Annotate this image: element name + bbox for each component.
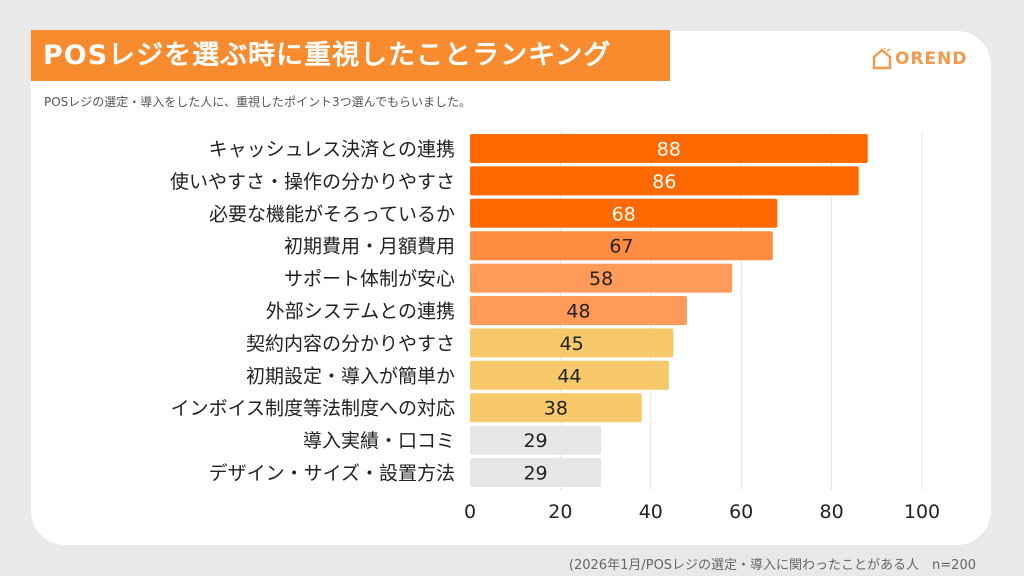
chart-title: POSレジを選ぶ時に重視したことランキング <box>31 30 670 81</box>
data-label: 48 <box>566 301 590 323</box>
category-label: 契約内容の分かりやすさ <box>246 333 455 355</box>
data-label: 38 <box>544 398 568 420</box>
data-label: 67 <box>609 236 633 258</box>
data-label: 68 <box>612 203 636 225</box>
bar <box>470 296 687 325</box>
category-label: インボイス制度等法制度への対応 <box>171 398 455 420</box>
bar <box>470 360 669 390</box>
category-label: 必要な機能がそろっているか <box>209 203 455 225</box>
bar <box>470 134 868 163</box>
x-tick-label: 60 <box>729 501 753 523</box>
x-tick-label: 20 <box>548 501 572 523</box>
logo-text: OREND <box>895 49 968 69</box>
category-label: 使いやすさ・操作の分かりやすさ <box>170 171 455 193</box>
x-tick-label: 100 <box>904 501 940 523</box>
data-label: 29 <box>523 430 547 452</box>
footnote: (2026年1月/POSレジの選定・導入に関わったことがある人 n=200 <box>568 558 976 573</box>
category-label: 外部システムとの連携 <box>266 301 455 323</box>
category-label: デザイン・サイズ・設置方法 <box>209 463 455 485</box>
category-label: 初期費用・月額費用 <box>284 236 455 258</box>
data-label: 29 <box>523 463 547 485</box>
bar <box>470 231 773 261</box>
data-label: 88 <box>657 139 681 161</box>
bar <box>470 198 778 228</box>
bar <box>470 328 674 358</box>
category-label: サポート体制が安心 <box>284 268 455 290</box>
x-tick-label: 0 <box>464 501 476 523</box>
category-label: 初期設定・導入が簡単か <box>246 365 455 387</box>
data-label: 86 <box>652 171 676 193</box>
data-label: 58 <box>589 268 613 290</box>
data-label: 45 <box>560 333 584 355</box>
bar <box>470 393 642 423</box>
bar <box>470 425 602 455</box>
category-label: 導入実績・口コミ <box>303 430 455 452</box>
x-tick-label: 40 <box>639 501 663 523</box>
category-label: キャッシュレス決済との連携 <box>209 139 455 161</box>
x-tick-label: 80 <box>820 501 844 523</box>
chart-subtitle: POSレジの選定・導入をした人に、重視したポイント3つ選んでもらいました。 <box>44 95 471 109</box>
bar <box>470 263 733 293</box>
house-icon <box>872 48 892 70</box>
data-label: 44 <box>557 365 581 387</box>
bar <box>470 166 859 196</box>
bar <box>470 458 602 487</box>
brand-logo: OREND <box>872 48 968 70</box>
